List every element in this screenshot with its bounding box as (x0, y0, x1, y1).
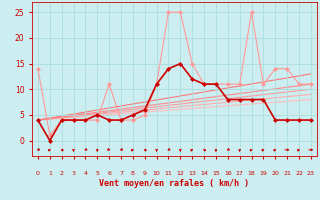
X-axis label: Vent moyen/en rafales ( km/h ): Vent moyen/en rafales ( km/h ) (100, 179, 249, 188)
